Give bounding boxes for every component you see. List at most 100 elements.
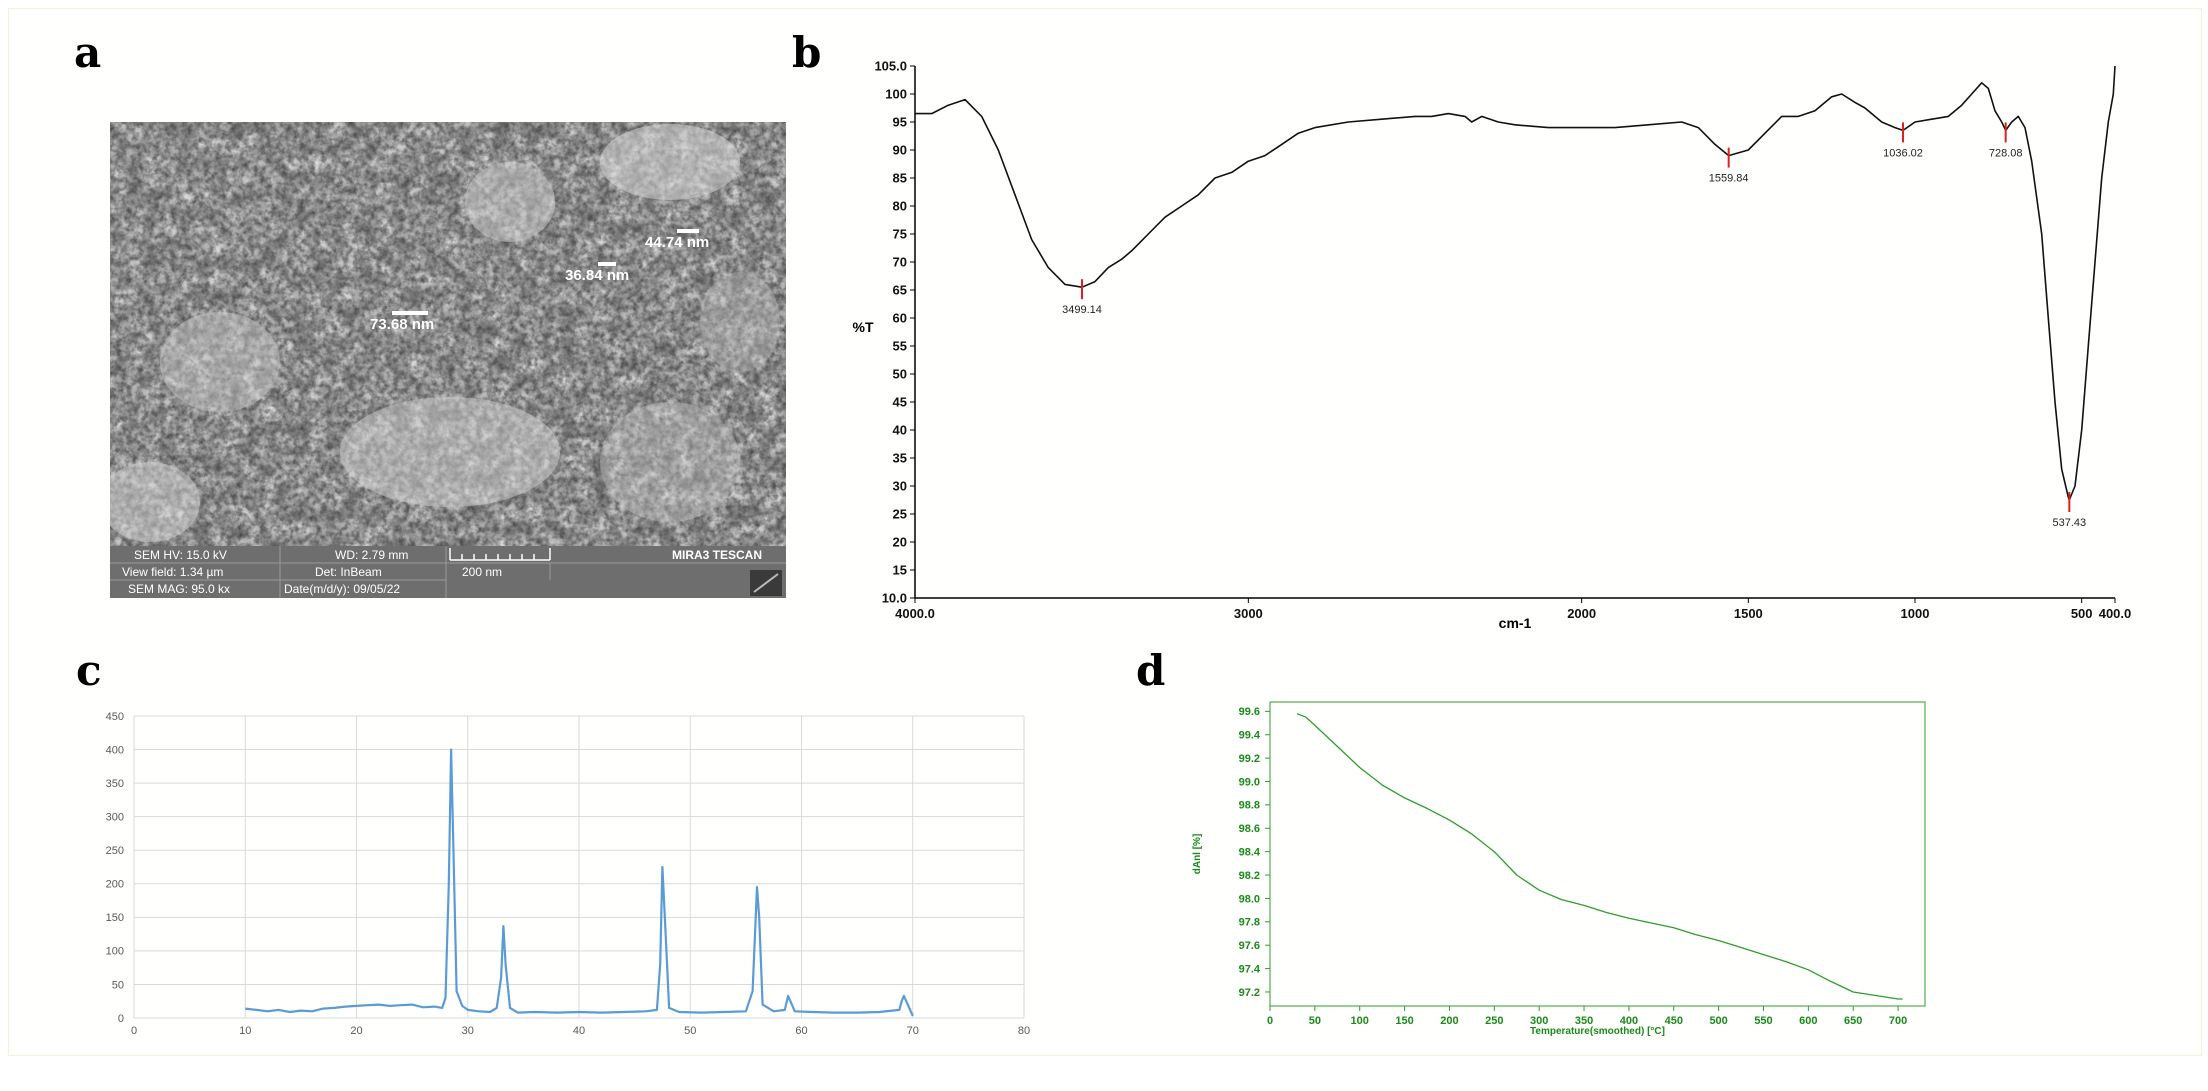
y-tick-label: 25 bbox=[893, 507, 907, 522]
sem-wd: WD: 2.79 mm bbox=[335, 548, 408, 562]
y-tick-label: 200 bbox=[106, 879, 124, 891]
y-axis-label: %T bbox=[853, 319, 874, 335]
y-tick-label: 100 bbox=[106, 946, 124, 958]
measurement-label: 44.74 nm bbox=[645, 234, 709, 251]
panel-label-b: b bbox=[792, 28, 822, 77]
y-tick-label: 35 bbox=[893, 451, 907, 466]
x-tick-label: 600 bbox=[1799, 1015, 1817, 1027]
y-tick-label: 45 bbox=[893, 395, 907, 410]
sem-scale-label: 200 nm bbox=[462, 565, 502, 579]
panel-label-d: d bbox=[1136, 646, 1166, 695]
sem-brand: MIRA3 TESCAN bbox=[672, 548, 762, 562]
y-tick-label: 85 bbox=[893, 171, 907, 186]
x-tick-label: 70 bbox=[907, 1025, 919, 1037]
x-tick-label: 2000 bbox=[1567, 606, 1596, 621]
x-tick-label: 100 bbox=[1351, 1015, 1369, 1027]
y-tick-label: 450 bbox=[106, 711, 124, 723]
x-tick-label: 3000 bbox=[1234, 606, 1263, 621]
x-tick-label: 300 bbox=[1530, 1015, 1548, 1027]
y-tick-label: 250 bbox=[106, 845, 124, 857]
sem-det: Det: InBeam bbox=[315, 565, 382, 579]
x-tick-label: 400.0 bbox=[2099, 606, 2132, 621]
y-tick-label: 98.6 bbox=[1239, 823, 1260, 835]
xrd-chart: 0 10 20 30 40 50 60 70 80 0 50 100 150 200 250 300 350 40… bbox=[106, 711, 1030, 1037]
y-tick-label: 100 bbox=[885, 87, 907, 102]
x-tick-label: 20 bbox=[350, 1025, 362, 1037]
x-tick-label: 50 bbox=[1309, 1015, 1321, 1027]
x-tick-label: 40 bbox=[573, 1025, 585, 1037]
x-tick-label: 400 bbox=[1620, 1015, 1638, 1027]
y-tick-label: 99.0 bbox=[1239, 776, 1260, 788]
tga-chart: 0 50 100 150 200 250 300 350 400 450 500 550 600 650 7… bbox=[1192, 701, 1926, 1037]
peak-label: 1036.02 bbox=[1883, 147, 1923, 159]
x-tick-label: 60 bbox=[795, 1025, 807, 1037]
ftir-chart: 4000.0 3000 2000 1500 1000 500 400.0 10.0 15 20 25… bbox=[853, 59, 2132, 631]
sem-hv: SEM HV: 15.0 kV bbox=[134, 548, 227, 562]
y-tick-label: 70 bbox=[893, 255, 907, 270]
y-tick-label: 95 bbox=[893, 115, 907, 130]
y-axis-label: dAnl [%] bbox=[1192, 834, 1203, 875]
y-tick-label: 98.0 bbox=[1239, 893, 1260, 905]
y-tick-label: 75 bbox=[893, 227, 907, 242]
y-tick-label: 50 bbox=[112, 979, 124, 991]
y-tick-label: 20 bbox=[893, 535, 907, 550]
x-tick-label: 30 bbox=[462, 1025, 474, 1037]
y-tick-label: 300 bbox=[106, 812, 124, 824]
x-tick-label: 50 bbox=[684, 1025, 696, 1037]
x-axis-label: cm-1 bbox=[1499, 615, 1532, 631]
y-tick-label: 90 bbox=[893, 143, 907, 158]
y-tick-label: 97.6 bbox=[1239, 940, 1260, 952]
series-line bbox=[915, 65, 2116, 501]
peak-label: 1559.84 bbox=[1709, 173, 1749, 185]
series-line bbox=[1296, 713, 1903, 1000]
panel-label-c: c bbox=[76, 646, 102, 695]
x-tick-label: 150 bbox=[1395, 1015, 1413, 1027]
y-tick-label: 10.0 bbox=[882, 591, 907, 606]
x-tick-label: 1000 bbox=[1901, 606, 1930, 621]
y-tick-label: 98.2 bbox=[1239, 870, 1260, 882]
sem-mag: SEM MAG: 95.0 kx bbox=[128, 582, 230, 596]
x-tick-label: 250 bbox=[1485, 1015, 1503, 1027]
y-tick-label: 97.4 bbox=[1239, 963, 1261, 975]
y-tick-label: 40 bbox=[893, 423, 907, 438]
y-tick-label: 65 bbox=[893, 283, 907, 298]
x-axis-label: Temperature(smoothed) [°C] bbox=[1530, 1026, 1665, 1037]
x-tick-label: 650 bbox=[1844, 1015, 1862, 1027]
y-tick-label: 50 bbox=[893, 367, 907, 382]
x-tick-label: 450 bbox=[1665, 1015, 1683, 1027]
y-tick-label: 99.4 bbox=[1239, 730, 1261, 742]
x-tick-label: 500 bbox=[1709, 1015, 1727, 1027]
series-line bbox=[245, 748, 914, 1017]
y-tick-label: 60 bbox=[893, 311, 907, 326]
x-tick-label: 200 bbox=[1440, 1015, 1458, 1027]
sem-date: Date(m/d/y): 09/05/22 bbox=[284, 582, 400, 596]
y-tick-label: 350 bbox=[106, 778, 124, 790]
x-tick-label: 80 bbox=[1018, 1025, 1030, 1037]
y-tick-label: 99.2 bbox=[1239, 753, 1260, 765]
measurement-label: 73.68 nm bbox=[370, 316, 434, 333]
panel-label-a: a bbox=[74, 28, 102, 77]
y-tick-label: 15 bbox=[893, 563, 907, 578]
sem-micrograph: 73.68 nm 36.84 nm 44.74 nm SEM HV: 15.0 … bbox=[110, 122, 786, 598]
y-tick-label: 105.0 bbox=[874, 59, 907, 74]
peak-label: 537.43 bbox=[2053, 517, 2087, 529]
y-tick-label: 98.8 bbox=[1239, 800, 1260, 812]
x-tick-label: 550 bbox=[1754, 1015, 1772, 1027]
measurement-markers bbox=[392, 229, 699, 315]
y-tick-label: 97.2 bbox=[1239, 987, 1260, 999]
x-tick-label: 700 bbox=[1889, 1015, 1907, 1027]
y-tick-label: 55 bbox=[893, 339, 907, 354]
x-tick-label: 4000.0 bbox=[895, 606, 935, 621]
y-tick-label: 30 bbox=[893, 479, 907, 494]
x-tick-label: 0 bbox=[1267, 1015, 1273, 1027]
sem-info-bar: SEM HV: 15.0 kV WD: 2.79 mm View field: … bbox=[110, 546, 786, 598]
peak-label: 728.08 bbox=[1989, 147, 2023, 159]
y-tick-label: 99.6 bbox=[1239, 706, 1260, 718]
scale-bar bbox=[449, 548, 551, 561]
measurement-label: 36.84 nm bbox=[565, 267, 629, 284]
y-tick-label: 150 bbox=[106, 912, 124, 924]
x-tick-label: 500 bbox=[2071, 606, 2093, 621]
plot-frame bbox=[1269, 701, 1926, 1007]
x-tick-label: 1500 bbox=[1734, 606, 1763, 621]
y-tick-label: 0 bbox=[118, 1013, 124, 1025]
